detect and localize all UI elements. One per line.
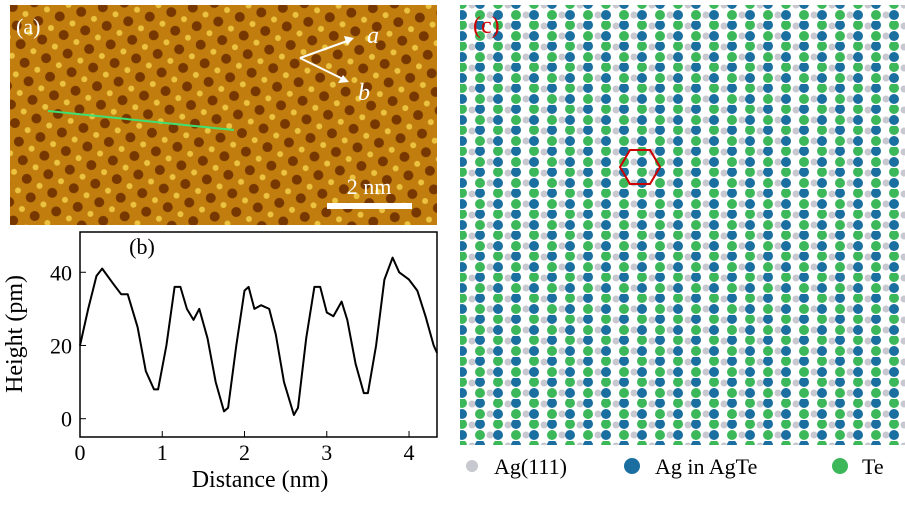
y-tick-label: 20 <box>50 333 72 358</box>
atomic-model <box>460 5 905 445</box>
x-tick-label: 3 <box>321 440 332 465</box>
axis-b: b <box>358 80 370 106</box>
legend-swatch <box>624 458 640 474</box>
x-axis-title: Distance (nm) <box>192 467 329 493</box>
x-tick-label: 1 <box>157 440 168 465</box>
profile-line <box>47 110 235 131</box>
panel-label: (a) <box>16 14 40 39</box>
scale-bar-label: 2 nm <box>347 174 392 199</box>
legend-label: Te <box>862 454 884 479</box>
x-tick-label: 0 <box>75 440 86 465</box>
legend-label: Ag in AgTe <box>655 454 757 479</box>
unit-hexagon <box>618 149 662 185</box>
y-tick-label: 40 <box>50 260 72 285</box>
panel-label: (b) <box>129 234 155 259</box>
panel-a: (a) a b 2 nm <box>10 5 437 225</box>
legend-label: Ag(111) <box>494 454 567 479</box>
axis-a: a <box>367 23 379 49</box>
y-axis-title: Height (pm) <box>2 275 28 393</box>
profile-curve <box>79 256 438 416</box>
panel-label: (c) <box>473 13 500 39</box>
panel-c: (c) Ag(111) Ag in AgTe Te <box>460 5 905 479</box>
arrows <box>299 39 351 81</box>
y-tick-label: 0 <box>61 407 72 432</box>
plot-frame <box>79 231 438 438</box>
legend-swatch <box>832 458 848 474</box>
x-tick-label: 4 <box>404 440 415 465</box>
x-tick-label: 2 <box>239 440 250 465</box>
legend-swatch <box>466 460 478 472</box>
scale-bar <box>327 203 412 209</box>
